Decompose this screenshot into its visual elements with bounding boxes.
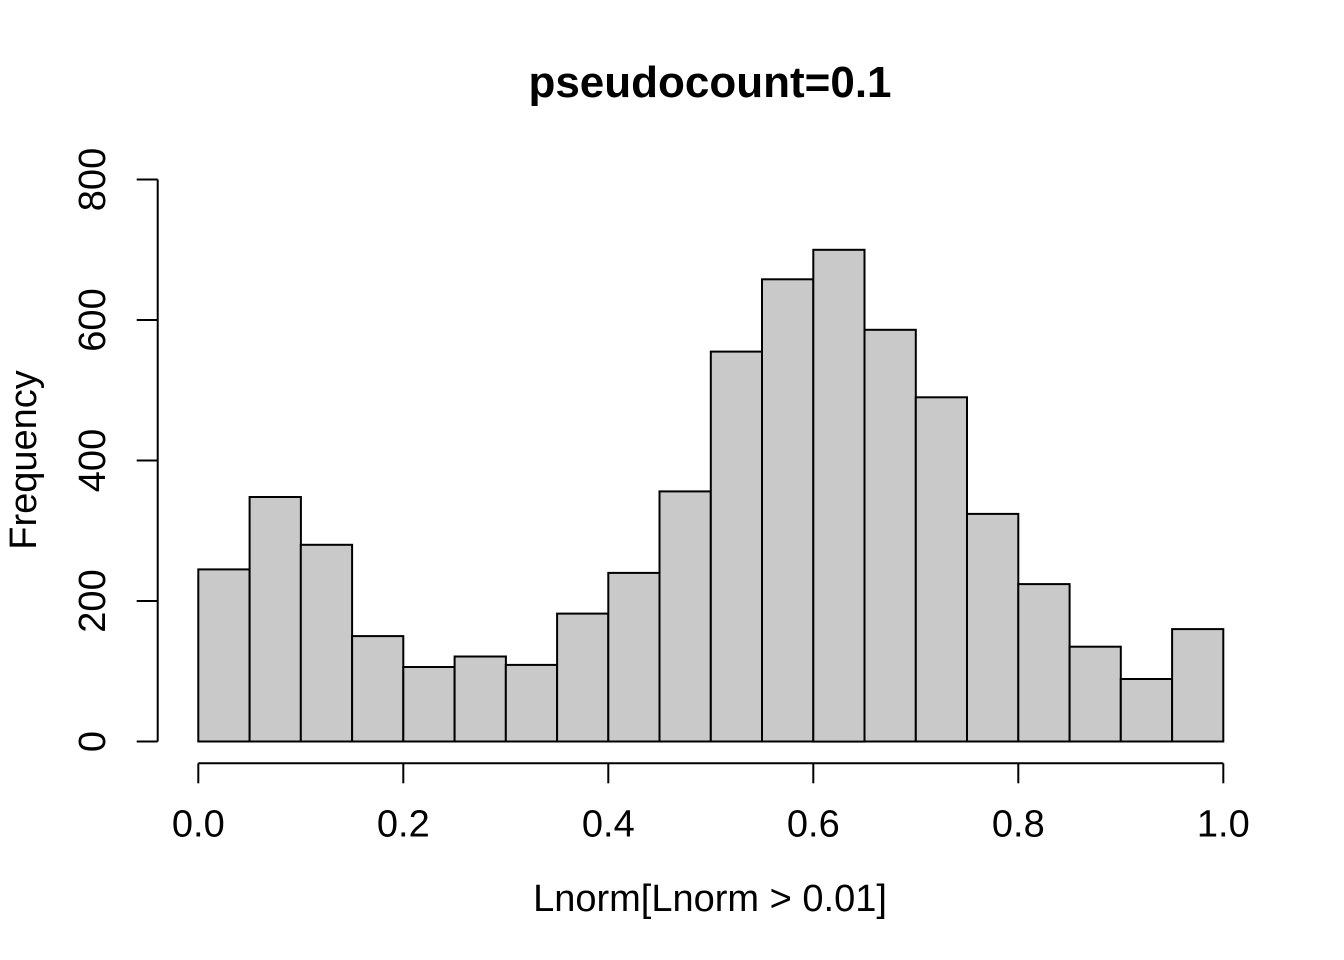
y-tick-label: 0 xyxy=(72,731,114,752)
x-tick-label: 0.6 xyxy=(787,804,840,846)
y-tick-label: 400 xyxy=(72,429,114,492)
bars-group xyxy=(197,248,1225,743)
histogram-bar xyxy=(1068,645,1122,743)
histogram-bar xyxy=(709,350,764,743)
histogram-bar xyxy=(863,328,917,743)
histogram-bar xyxy=(812,248,866,743)
x-tick-label: 0.0 xyxy=(172,804,225,846)
x-axis-label: Lnorm[Lnorm > 0.01] xyxy=(533,878,887,920)
histogram-bar xyxy=(299,543,354,743)
x-tick-label: 0.8 xyxy=(992,804,1045,846)
histogram-bar xyxy=(248,496,302,743)
x-tick-label: 1.0 xyxy=(1197,804,1250,846)
histogram-bar xyxy=(914,396,968,743)
histogram-bar xyxy=(556,612,610,743)
y-tick-label: 800 xyxy=(72,148,114,211)
histogram-bar xyxy=(504,663,559,743)
x-tick-label: 0.2 xyxy=(377,804,430,846)
x-tick-label: 0.4 xyxy=(582,804,635,846)
histogram-bar xyxy=(1171,628,1225,743)
chart-title: pseudocount=0.1 xyxy=(528,58,891,107)
y-tick-label: 200 xyxy=(72,569,114,632)
histogram-bar xyxy=(658,490,712,743)
y-tick-label: 600 xyxy=(72,288,114,351)
histogram-bar xyxy=(1017,583,1071,743)
axes-group: 0.0 0.2 0.4 0.6 0.8 1.0 0 200 400 600 800 xyxy=(72,148,1250,846)
histogram-bar xyxy=(197,568,251,743)
histogram-bar xyxy=(1119,678,1174,743)
y-axis-label: Frequency xyxy=(3,370,45,550)
histogram-bar xyxy=(351,635,405,743)
histogram-bar xyxy=(453,655,507,743)
histogram-bar xyxy=(607,571,661,743)
histogram-bar xyxy=(966,512,1020,743)
histogram-bar xyxy=(402,666,456,743)
histogram-bar xyxy=(761,278,815,743)
